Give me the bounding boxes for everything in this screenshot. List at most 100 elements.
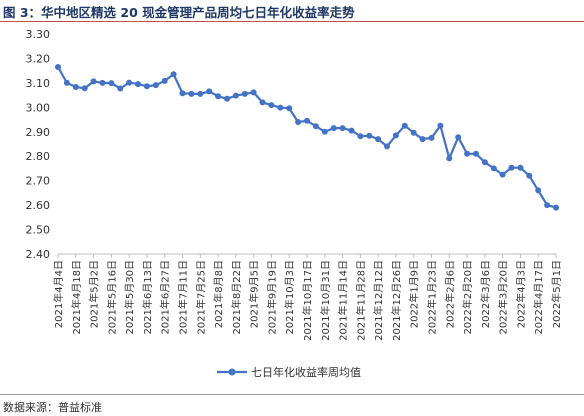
x-tick-label: 2021年5月16日 [105,260,118,335]
data-point [553,204,559,211]
data-point [304,117,310,124]
x-tick-label: 2022年1月9日 [408,260,421,328]
data-point [161,77,168,84]
x-tick-label: 2021年4月4日 [52,260,65,328]
data-point [126,79,133,86]
x-tick-label: 2022年2月6日 [443,260,456,328]
data-point [241,90,248,97]
data-point [437,122,444,129]
data-point [410,129,417,136]
data-point [295,119,302,125]
data-point [286,105,293,112]
x-tick-label: 2021年12月26日 [390,260,403,341]
data-point [197,90,204,97]
x-tick-label: 2021年5月2日 [88,260,101,328]
source-note: 数据来源：普益标准 [3,401,102,414]
y-tick-label: 2.40 [26,248,51,261]
x-tick-label: 2021年10月3日 [283,260,296,335]
data-point [339,125,346,132]
data-point [419,136,426,143]
data-point [179,90,186,97]
data-point [473,150,479,157]
data-point [401,122,408,129]
data-point [81,85,88,92]
data-point [90,78,97,85]
series-line [57,66,557,209]
title-bar: 图 3：华中地区精选 20 现金管理产品周均七日年化收益率走势 [0,0,584,22]
data-point [455,134,462,141]
data-point [508,164,515,171]
data-point [259,99,266,106]
data-point [375,136,382,143]
y-tick-label: 3.20 [26,52,51,65]
legend-swatch-marker [228,368,236,376]
data-point [206,88,213,95]
data-point [517,164,524,171]
data-point [63,79,70,86]
x-tick-label: 2021年9月5日 [248,260,261,328]
x-tick-label: 2022年1月23日 [426,260,439,335]
x-tick-label: 2021年7月25日 [194,260,207,335]
data-point [117,85,124,92]
x-tick-label: 2022年3月6日 [479,260,492,328]
data-point [321,128,328,135]
legend-label: 七日年化收益率周均值 [251,365,361,379]
line-chart: 3.30 3.20 3.10 3.00 2.90 2.80 2.70 2.60 2.50 2.40… [26,28,564,379]
data-point [499,171,506,178]
y-tick-label: 2.70 [26,175,51,188]
data-point [330,125,337,132]
x-tick-label: 2021年4月18日 [70,260,83,335]
x-tick-label: 2021年7月11日 [177,260,190,335]
y-tick-label: 2.50 [26,224,51,237]
x-tick-label: 2021年10月17日 [301,260,314,341]
y-tick-label: 2.90 [26,126,51,139]
data-point [55,64,61,70]
x-tick-label: 2021年8月8日 [212,260,225,328]
x-tick-label: 2021年9月19日 [265,260,278,335]
data-point [277,104,284,111]
data-point [188,90,195,97]
y-tick-label: 3.00 [26,101,51,114]
data-point [99,79,106,86]
legend: 七日年化收益率周均值 [217,365,361,379]
x-axis-ticks: 2021年4月4日 2021年4月18日 2021年5月2日 2021年5月16日 20… [52,254,563,341]
x-tick-label: 2021年5月30日 [123,260,136,335]
data-point [108,80,115,87]
y-tick-label: 3.10 [26,77,51,90]
data-point [481,159,488,166]
data-point [268,102,275,109]
chart-title: 图 3：华中地区精选 20 现金管理产品周均七日年化收益率走势 [3,5,355,20]
x-tick-label: 2021年10月31日 [319,260,332,341]
data-point [215,93,222,100]
data-point [135,81,141,88]
data-point [526,172,533,179]
x-tick-label: 2021年6月27日 [159,260,172,335]
data-point [72,84,79,90]
x-tick-label: 2021年8月22日 [230,260,243,335]
x-tick-label: 2021年11月28日 [354,260,367,341]
data-point [366,132,373,139]
data-point [544,202,551,209]
data-point [348,127,355,134]
data-point [357,133,364,140]
data-point [232,92,239,99]
data-point [224,95,230,102]
x-tick-label: 2021年11月14日 [337,260,350,341]
x-tick-label: 2022年4月17日 [532,260,545,335]
x-tick-label: 2022年2月20日 [461,260,474,335]
x-tick-label: 2022年3月20日 [497,260,510,335]
x-tick-label: 2021年12月12日 [372,260,385,341]
data-point [535,187,542,194]
x-tick-label: 2022年4月3日 [514,260,527,328]
data-point [490,165,497,172]
y-tick-label: 2.60 [26,199,51,212]
y-tick-label: 3.30 [26,28,51,41]
data-point [143,83,150,90]
y-axis-ticks: 3.30 3.20 3.10 3.00 2.90 2.80 2.70 2.60 2.50 2.40 [26,28,51,261]
x-tick-label: 2021年6月13日 [141,260,154,335]
footer-rule [0,394,584,395]
series-points [55,64,559,211]
data-point [428,134,435,141]
y-tick-label: 2.80 [26,150,51,163]
data-point [384,143,390,150]
